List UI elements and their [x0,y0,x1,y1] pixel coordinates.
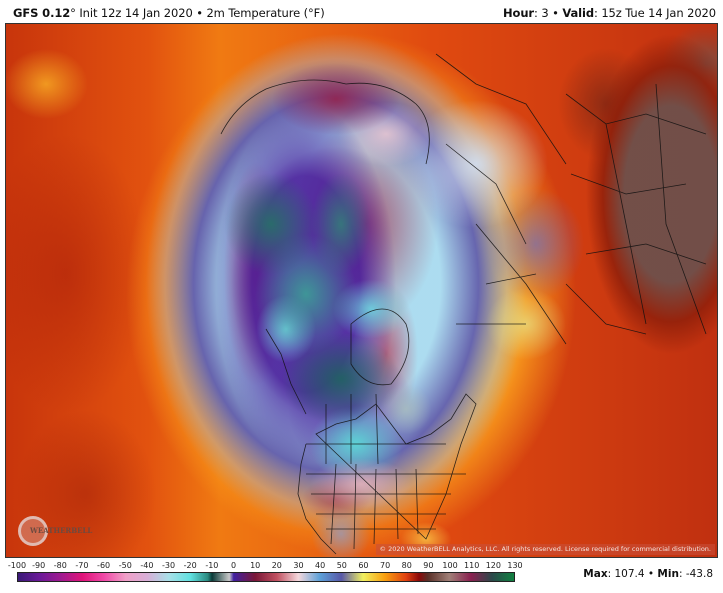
degree-symbol: ° [70,6,76,20]
north-america-coastline [297,393,477,555]
colorbar-tick-label: 110 [464,561,480,570]
colorbar-tick-label: -90 [32,561,46,570]
colorbar-tick-label: 0 [230,561,237,570]
colorbar-tick-label: 50 [336,561,347,570]
valid-value: : 15z Tue 14 Jan 2020 [594,6,716,20]
colorbar-tick-labels: -100 -90 -80 -70 -60 -50 -40 -30 -20 -10 0 10 20 30 40… [8,561,523,571]
copyright-notice: © 2020 WeatherBELL Analytics, LLC. All r… [375,544,715,555]
min-value: : -43.8 [678,568,713,580]
colorbar-tick-label: 60 [358,561,369,570]
model-name: GFS 0.12 [13,6,71,20]
hour-value: : 3 • [534,6,563,20]
colorbar-tick-label: -60 [97,561,111,570]
colorbar-tick-label: 120 [485,561,501,570]
alaska-coastline [265,328,307,415]
greenland-coastline [350,308,410,386]
temperature-map: WEATHERBELL © 2020 WeatherBELL Analytics… [5,23,718,558]
africa-borders [565,83,707,335]
weatherbell-logo: WEATHERBELL [18,514,92,548]
logo-swirl-icon [18,516,48,546]
colorbar-tick-label: 10 [250,561,261,570]
min-label: Min [657,568,679,580]
hour-label: Hour [503,6,534,20]
header: GFS 0.12° Init 12z 14 Jan 2020 • 2m Temp… [0,0,723,23]
model-title: GFS 0.12° Init 12z 14 Jan 2020 • 2m Temp… [13,6,325,20]
colorbar-tick-label: -10 [205,561,219,570]
coastline-overlay [220,53,707,555]
us-state-borders [306,463,466,550]
init-and-variable: Init 12z 14 Jan 2020 • 2m Temperature (°… [75,6,325,20]
asia-coastline [220,79,430,165]
colorbar-tick-label: -100 [7,561,27,570]
logo-text: WEATHERBELL [30,526,93,535]
colorbar-tick-label: 80 [401,561,412,570]
colorbar-tick-label: 20 [271,561,282,570]
colorbar-tick-label: 100 [442,561,458,570]
colorbar-tick-label: 30 [293,561,304,570]
max-value: : 107.4 • [607,568,658,580]
colorbar-tick-label: 130 [507,561,523,570]
canada-borders [306,393,446,465]
colorbar-tick-label: -70 [75,561,89,570]
usa-mixed [6,24,717,557]
colorbar-tick-label: -80 [53,561,67,570]
colorbar-tick-label: -50 [118,561,132,570]
colorbar-tick-label: 40 [315,561,326,570]
valid-label: Valid [562,6,594,20]
max-label: Max [583,568,608,580]
colorbar [17,572,515,582]
colorbar-tick-label: -30 [162,561,176,570]
max-min-summary: Max: 107.4 • Min: -43.8 [583,568,713,580]
eurasia-borders [435,53,567,345]
colorbar-tick-label: -40 [140,561,154,570]
colorbar-tick-label: -20 [183,561,197,570]
colorbar-tick-label: 90 [423,561,434,570]
colorbar-tick-label: 70 [379,561,391,570]
valid-time: Hour: 3 • Valid: 15z Tue 14 Jan 2020 [503,6,716,20]
